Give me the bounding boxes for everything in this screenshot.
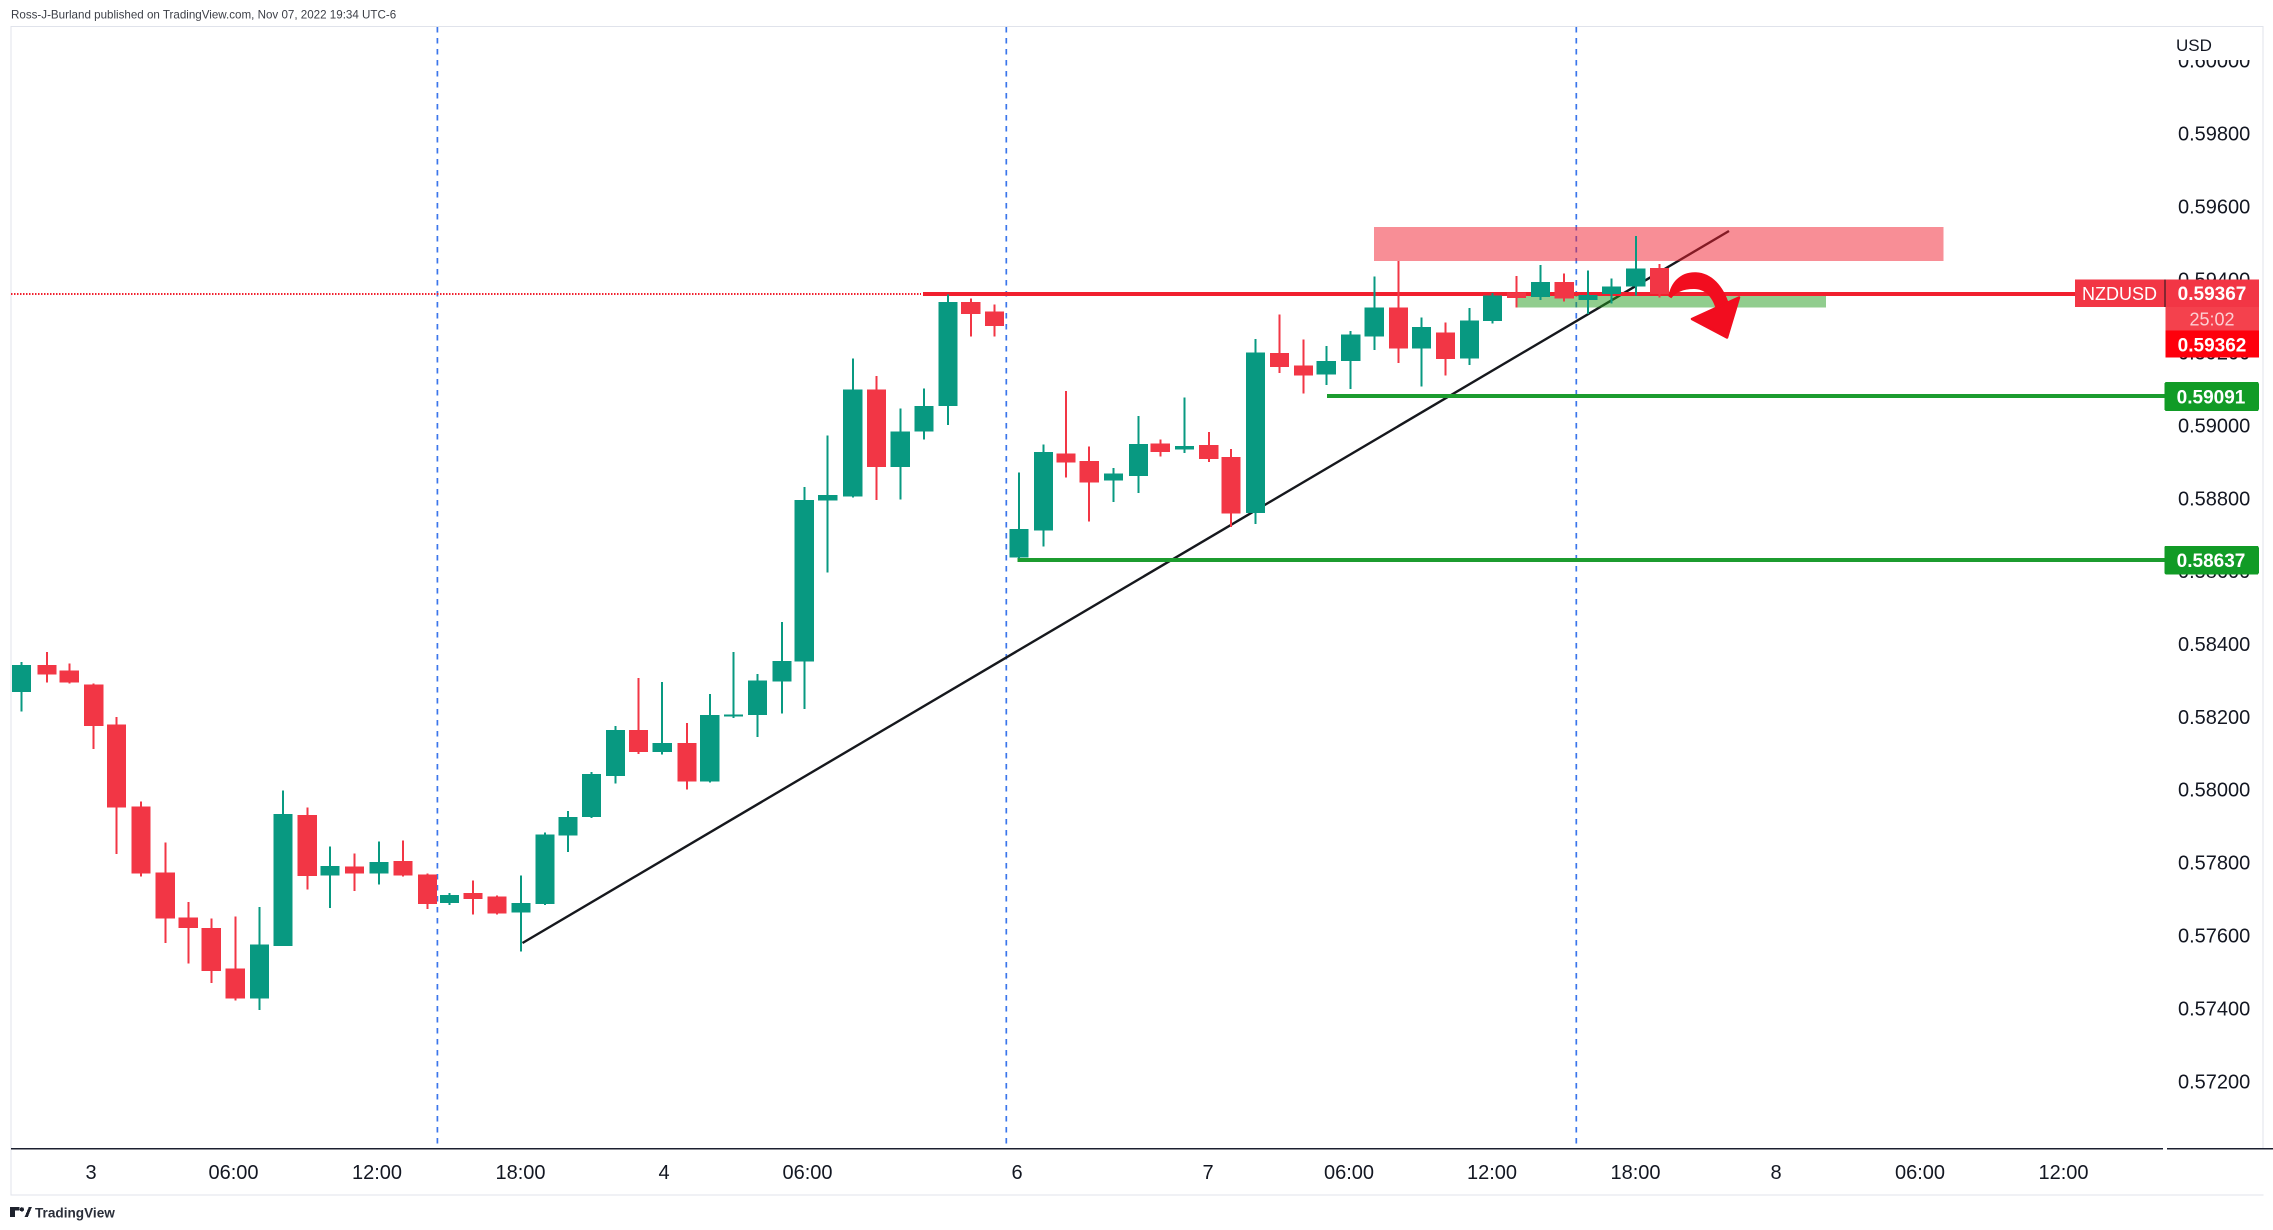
svg-text:0.59362: 0.59362 (2178, 336, 2247, 357)
svg-text:18:00: 18:00 (1610, 1162, 1660, 1184)
svg-text:8: 8 (1770, 1162, 1781, 1184)
svg-text:0.59367: 0.59367 (2178, 284, 2247, 305)
svg-text:12:00: 12:00 (2038, 1162, 2088, 1184)
svg-text:18:00: 18:00 (495, 1162, 545, 1184)
svg-text:0.59000: 0.59000 (2178, 416, 2250, 438)
svg-text:6: 6 (1011, 1162, 1022, 1184)
svg-text:0.57200: 0.57200 (2178, 1072, 2250, 1094)
svg-text:0.57600: 0.57600 (2178, 926, 2250, 948)
svg-text:0.57400: 0.57400 (2178, 999, 2250, 1021)
svg-text:12:00: 12:00 (1467, 1162, 1517, 1184)
svg-text:3: 3 (85, 1162, 96, 1184)
svg-text:NZDUSD: NZDUSD (2082, 284, 2157, 304)
svg-text:TradingView: TradingView (35, 1205, 115, 1220)
svg-text:0.58400: 0.58400 (2178, 634, 2250, 656)
svg-text:06:00: 06:00 (1895, 1162, 1945, 1184)
svg-text:12:00: 12:00 (352, 1162, 402, 1184)
svg-text:0.58200: 0.58200 (2178, 707, 2250, 729)
svg-text:0.59600: 0.59600 (2178, 197, 2250, 219)
svg-text:0.57800: 0.57800 (2178, 853, 2250, 875)
svg-text:0.58800: 0.58800 (2178, 489, 2250, 511)
svg-text:0.58637: 0.58637 (2177, 551, 2246, 572)
svg-text:0.59800: 0.59800 (2178, 124, 2250, 146)
svg-text:06:00: 06:00 (782, 1162, 832, 1184)
svg-text:0.58000: 0.58000 (2178, 780, 2250, 802)
svg-text:4: 4 (658, 1162, 669, 1184)
svg-text:USD: USD (2176, 36, 2212, 55)
svg-text:7: 7 (1202, 1162, 1213, 1184)
svg-text:06:00: 06:00 (1324, 1162, 1374, 1184)
svg-text:25:02: 25:02 (2189, 310, 2234, 330)
svg-text:06:00: 06:00 (208, 1162, 258, 1184)
svg-text:0.59091: 0.59091 (2177, 388, 2246, 409)
svg-text:Ross-J-Burland published on Tr: Ross-J-Burland published on TradingView.… (11, 9, 396, 22)
